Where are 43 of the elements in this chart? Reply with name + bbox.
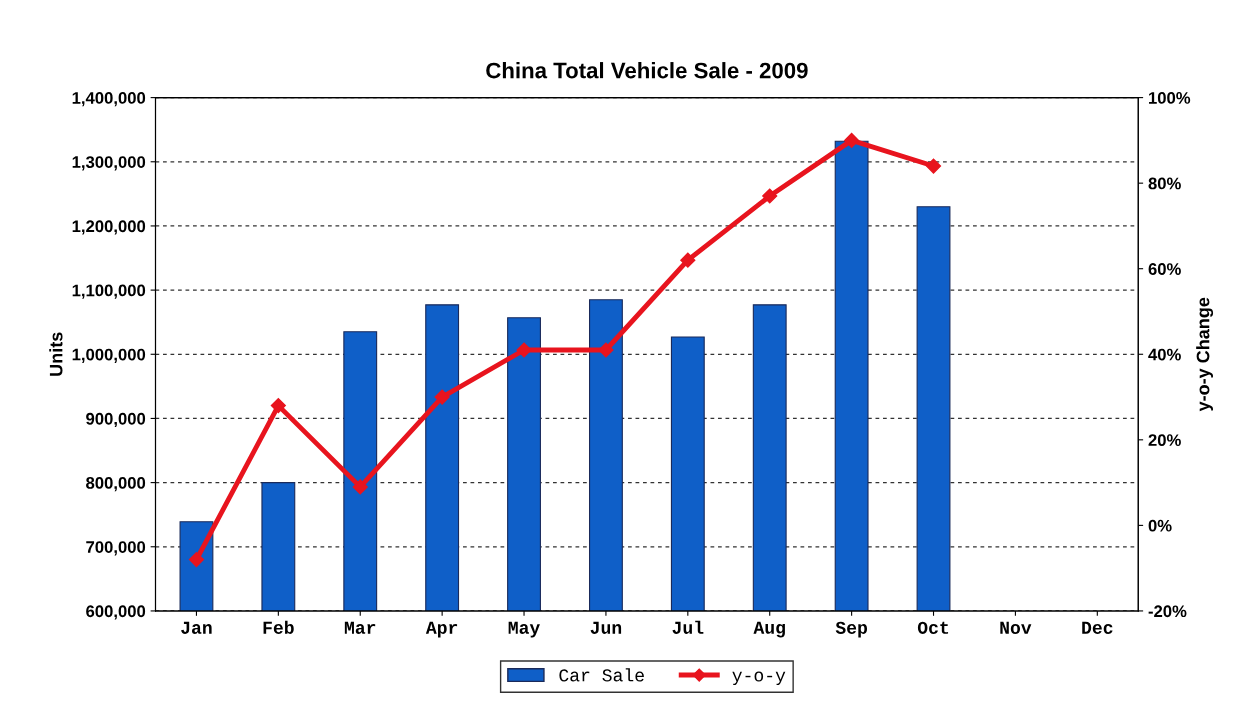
y-tick-label: 1,000,000 — [72, 348, 146, 363]
point — [352, 479, 368, 495]
y2-axis-title: y-o-y Change — [1196, 297, 1214, 412]
chart-title: China Total Vehicle Sale - 2009 — [486, 62, 808, 79]
x-tick-label: Aug — [753, 621, 785, 638]
y-tick-label: 1,300,000 — [72, 156, 146, 171]
y2-tick-label: -20% — [1148, 605, 1187, 618]
point — [844, 132, 860, 148]
point — [270, 398, 286, 414]
x-tick-label: May — [508, 621, 540, 638]
x-tick-label: Oct — [917, 621, 949, 634]
y-tick-label: 1,400,000 — [72, 92, 146, 107]
point — [188, 552, 205, 568]
legend-label: Car Sale — [559, 668, 644, 682]
point — [680, 252, 696, 268]
x-tick-label: Jan — [181, 621, 212, 634]
y2-tick-label: 60% — [1148, 263, 1181, 275]
x-tick-label: Dec — [1082, 621, 1113, 634]
y-tick-label: 1,100,000 — [72, 284, 146, 299]
point — [598, 342, 614, 358]
x-tick-label: Nov — [1000, 621, 1032, 634]
point — [434, 389, 450, 405]
y-tick-label: 900,000 — [86, 412, 146, 428]
y-tick-label: 600,000 — [86, 605, 146, 620]
point — [516, 342, 532, 358]
x-tick-label: Jun — [590, 621, 622, 634]
x-tick-label: Apr — [425, 621, 458, 638]
point — [925, 158, 942, 174]
y-tick-label: 800,000 — [86, 477, 146, 492]
y-tick-label: 1,200,000 — [72, 220, 146, 235]
legend-label: y-o-y — [732, 671, 786, 686]
y-tick-label: 700,000 — [86, 541, 146, 556]
x-tick-label: Sep — [835, 621, 868, 638]
y2-tick-label: 0% — [1148, 519, 1172, 532]
y2-tick-label: 80% — [1148, 177, 1181, 190]
point — [762, 188, 778, 204]
x-tick-label: Mar — [344, 621, 376, 634]
y2-tick-label: 20% — [1148, 434, 1181, 447]
x-tick-label: Feb — [263, 620, 294, 634]
y2-tick-label: 100% — [1149, 92, 1191, 104]
y-axis-title: Units — [49, 332, 63, 376]
x-tick-label: Jul — [672, 620, 704, 634]
y2-tick-label: 40% — [1148, 348, 1181, 361]
